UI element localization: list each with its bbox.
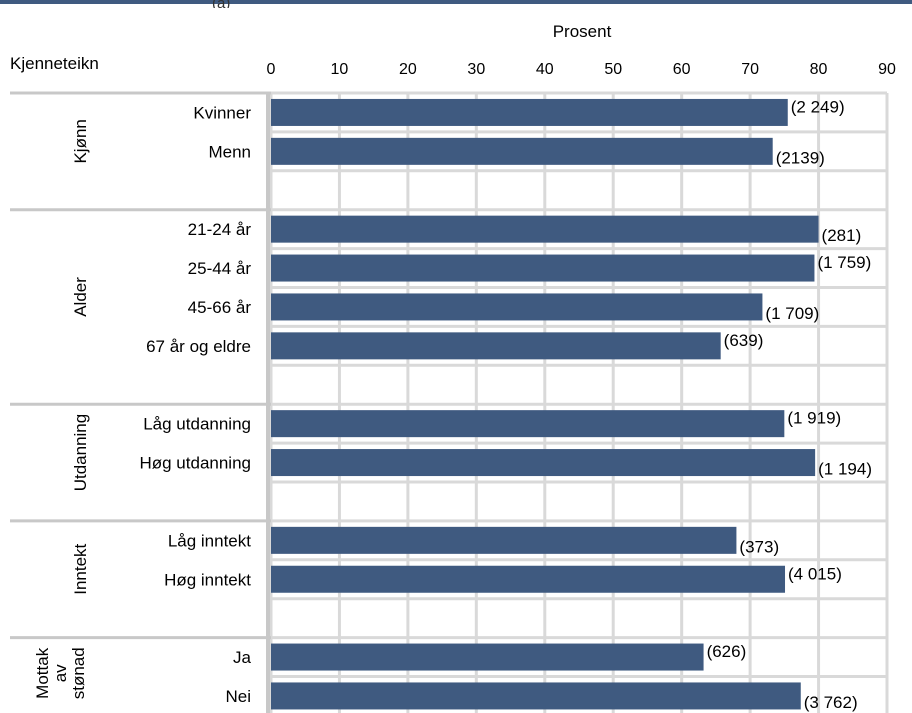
x-tick-label: 90 (878, 61, 896, 78)
group-label-line: Mottak (33, 647, 52, 699)
group-label: Utdanning (71, 414, 90, 492)
bar-kvinner (271, 98, 788, 126)
category-label: 67 år og eldre (146, 337, 251, 356)
grid (10, 91, 889, 713)
category-label: 45-66 år (188, 298, 252, 317)
clipped-header-label: (a) (212, 0, 230, 8)
bar-menn (271, 137, 773, 165)
x-tick-label: 0 (267, 61, 276, 78)
group-label: Alder (71, 277, 90, 317)
count-label: (2139) (776, 148, 825, 167)
category-label: Låg utdanning (143, 415, 251, 434)
count-label: (2 249) (791, 97, 845, 116)
count-label: (626) (707, 642, 747, 661)
count-label: (639) (724, 331, 764, 350)
category-label: 21-24 år (188, 220, 252, 239)
category-label: Kvinner (193, 103, 251, 122)
group-label-line: av (51, 664, 70, 682)
top-rule (0, 0, 912, 4)
group-label: Mottakavstønad (33, 647, 88, 699)
bar-høg-inntekt (271, 565, 786, 593)
x-tick-label: 20 (399, 61, 417, 78)
bar-45-66-år (271, 293, 763, 321)
x-tick-label: 40 (536, 61, 554, 78)
category-label: Høg utdanning (139, 454, 251, 473)
x-tick-label: 10 (331, 61, 349, 78)
x-tick-label: 60 (673, 61, 691, 78)
count-label: (1 709) (765, 304, 819, 323)
count-label: (1 919) (787, 409, 841, 428)
group-label-line: stønad (69, 647, 88, 699)
bar-67-år-og-eldre (271, 332, 721, 360)
category-label: 25-44 år (188, 259, 252, 278)
bar-låg-inntekt (271, 526, 737, 554)
bar-25-44-år (271, 254, 815, 282)
category-label: Nei (225, 687, 251, 706)
x-tick-label: 30 (467, 61, 485, 78)
labels: 0 10 20 30 40 50 60 70 80 90 Kvinner (2 249) Menn (21… (33, 61, 896, 712)
bar-nei (271, 682, 801, 710)
bar-ja (271, 643, 704, 671)
count-label: (1 759) (817, 253, 871, 272)
x-tick-label: 80 (810, 61, 828, 78)
count-label: (4 015) (788, 564, 842, 583)
count-label: (373) (739, 537, 779, 556)
category-label: Høg inntekt (164, 570, 251, 589)
count-label: (281) (822, 226, 862, 245)
count-label: (3 762) (804, 693, 858, 712)
y-axis-title: Kjenneteikn (10, 54, 99, 73)
category-label: Låg inntekt (168, 531, 251, 550)
category-label: Ja (233, 648, 252, 667)
bar-21-24-år (271, 215, 819, 243)
x-tick-label: 70 (741, 61, 759, 78)
category-label: Menn (208, 142, 251, 161)
count-label: (1 194) (818, 460, 872, 479)
x-tick-label: 50 (604, 61, 622, 78)
bar-høg-utdanning (271, 449, 816, 477)
x-axis-title: Prosent (553, 22, 612, 41)
bar-låg-utdanning (271, 410, 785, 438)
group-label: Kjønn (71, 119, 90, 163)
bars (271, 98, 819, 710)
group-label: Inntekt (71, 543, 90, 594)
